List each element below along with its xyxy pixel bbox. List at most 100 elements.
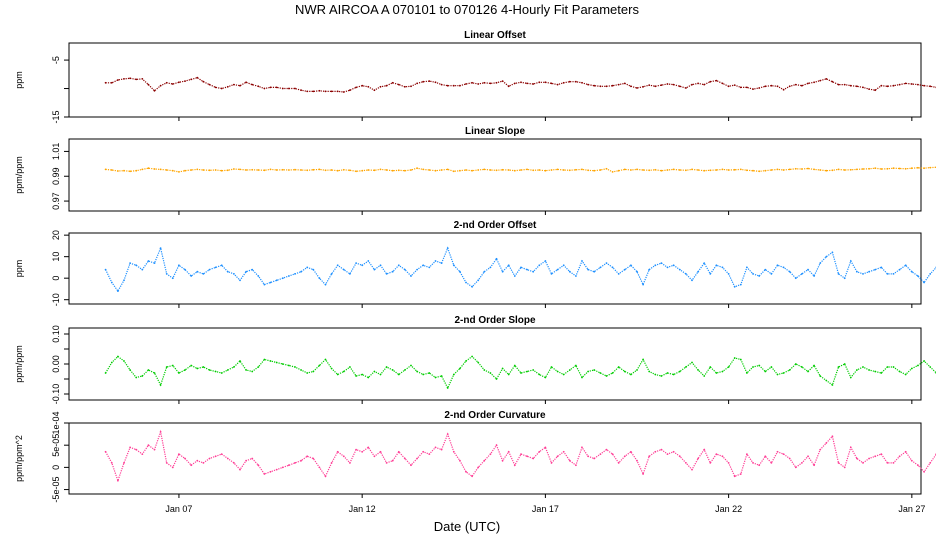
data-point (672, 83, 675, 86)
data-point (294, 273, 296, 275)
data-point (538, 81, 541, 84)
data-point (416, 370, 418, 373)
data-point (141, 268, 144, 271)
x-axis: Jan 07 Jan 12 Jan 17 Jan 22 Jan 27 (165, 504, 925, 514)
data-point (324, 358, 327, 361)
data-point (391, 369, 394, 371)
data-point (269, 86, 272, 89)
data-point (819, 169, 822, 171)
data-point (275, 169, 278, 171)
data-point (446, 84, 449, 87)
data-point (312, 457, 315, 460)
data-point (562, 169, 565, 171)
data-point (165, 81, 168, 84)
data-point (642, 85, 644, 88)
data-point (733, 285, 736, 288)
data-point (837, 273, 840, 275)
data-point (171, 466, 174, 469)
data-point (196, 367, 199, 370)
data-point (233, 83, 235, 86)
data-point (104, 81, 107, 84)
data-point (685, 169, 687, 172)
data-point (330, 90, 333, 93)
data-point (770, 366, 773, 368)
data-point (306, 372, 309, 374)
data-point (110, 462, 113, 464)
data-point (648, 370, 651, 373)
data-point (636, 369, 638, 371)
data-point (611, 453, 614, 455)
data-point (171, 83, 174, 85)
data-point (819, 262, 822, 264)
data-point (465, 83, 467, 85)
data-point (117, 290, 119, 292)
data-point (691, 468, 693, 471)
data-point (336, 90, 339, 93)
data-point (562, 373, 565, 376)
data-point (770, 169, 773, 171)
data-point (709, 169, 712, 172)
data-point (440, 169, 443, 171)
data-point (159, 247, 162, 250)
data-point (739, 168, 742, 171)
data-point (788, 270, 791, 273)
data-point (904, 167, 907, 170)
data-point (373, 370, 376, 373)
data-point (202, 169, 205, 171)
series-line (105, 429, 936, 483)
panel-frame (68, 42, 922, 118)
data-point (813, 168, 815, 171)
data-point (202, 273, 205, 275)
data-point (648, 169, 651, 172)
data-point (605, 85, 608, 88)
data-point (886, 85, 889, 88)
data-point (208, 169, 211, 172)
data-point (123, 169, 125, 172)
data-point (361, 264, 364, 267)
data-point (544, 81, 547, 84)
data-point (892, 462, 895, 464)
data-point (220, 169, 223, 172)
data-point (709, 462, 712, 464)
data-point (318, 89, 321, 92)
panel-frame (68, 327, 922, 401)
data-point (856, 457, 858, 460)
data-point (526, 268, 528, 271)
data-point (831, 251, 834, 254)
data-point (764, 85, 767, 88)
data-point (257, 169, 260, 171)
panel-3: 2-nd Order Offset -10 0 10 20 ppm (14, 220, 936, 308)
data-point (269, 470, 272, 473)
data-point (117, 79, 119, 81)
data-point (465, 360, 467, 362)
y-tick-label: 0.10 (51, 325, 61, 343)
data-point (294, 87, 296, 90)
data-point (813, 275, 815, 277)
data-point (434, 169, 437, 172)
data-point (910, 83, 913, 85)
data-point (459, 459, 461, 462)
data-point (391, 81, 394, 84)
data-point (184, 268, 186, 271)
data-point (776, 85, 779, 88)
y-tick-label: 0 (51, 465, 61, 470)
data-point (849, 446, 852, 449)
data-point (245, 81, 248, 84)
data-point (507, 264, 510, 267)
data-point (300, 270, 302, 273)
data-point (550, 366, 553, 368)
data-point (483, 270, 486, 273)
data-point (752, 273, 754, 275)
data-point (758, 275, 761, 277)
data-point (617, 462, 620, 464)
x-tick-label: Jan 07 (165, 504, 192, 514)
data-point (544, 169, 547, 172)
data-point (422, 80, 425, 83)
data-point (440, 83, 443, 86)
data-point (642, 473, 644, 475)
data-point (501, 80, 504, 82)
data-point (697, 82, 699, 85)
data-point (782, 372, 785, 374)
data-point (452, 264, 455, 267)
data-point (208, 83, 211, 86)
